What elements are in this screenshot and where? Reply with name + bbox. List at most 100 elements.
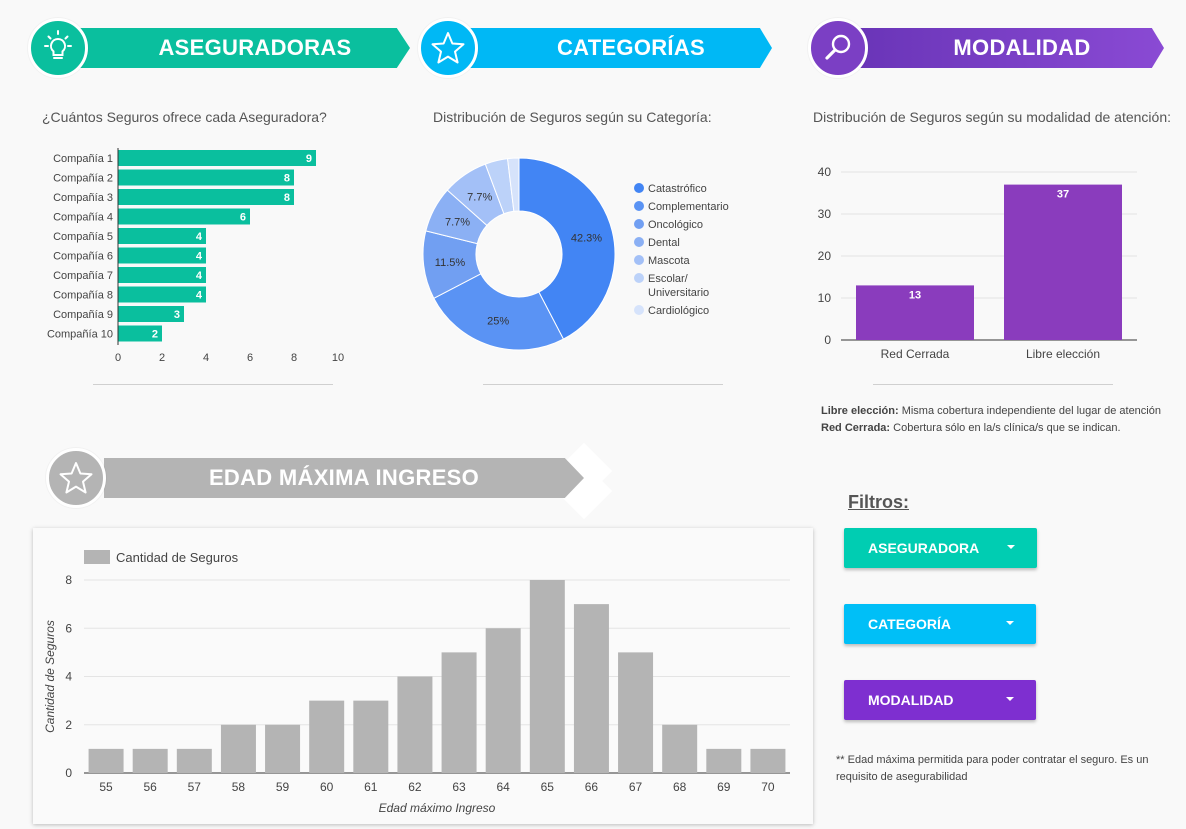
- edad-bar: [662, 724, 698, 773]
- banner-edad: EDAD MÁXIMA INGRESO: [46, 442, 613, 520]
- aseguradoras-x-tick: 10: [332, 352, 344, 364]
- edad-x-tick: 67: [629, 780, 643, 794]
- categoria-legend-label: Cardiológico: [648, 305, 709, 317]
- edad-chart-card: Cantidad de Seguros 0 2 4 6 8 55 56 57 58 59 60 61 62…: [33, 528, 813, 824]
- categoria-value-label: 25%: [487, 315, 509, 327]
- edad-bar: [220, 724, 256, 773]
- edad-x-tick: 59: [276, 780, 290, 794]
- note-cerrada: Red Cerrada: Cobertura sólo en la/s clín…: [821, 420, 1161, 437]
- categoria-legend-label: Catastrófico: [648, 183, 707, 195]
- edad-x-tick: 68: [673, 780, 687, 794]
- aseguradora-value-label: 9: [306, 153, 312, 165]
- modalidad-value-label: 13: [909, 289, 921, 301]
- categoria-legend-label: Complementario: [648, 201, 729, 213]
- aseguradora-bar: [118, 325, 162, 342]
- chevron-down-icon: [1007, 545, 1015, 549]
- categoria-legend-dot: [634, 305, 644, 315]
- aseguradora-value-label: 4: [196, 231, 203, 243]
- filter-categoria-label: CATEGORÍA: [868, 616, 951, 632]
- edad-x-tick: 62: [408, 780, 422, 794]
- edad-x-tick: 56: [144, 780, 158, 794]
- aseguradora-label: Compañía 3: [53, 192, 113, 204]
- edad-y-axis-label: Cantidad de Seguros: [43, 620, 57, 733]
- chevron-down-icon: [1006, 621, 1014, 625]
- aseguradora-bar: [118, 189, 294, 205]
- aseguradora-value-label: 4: [196, 270, 203, 282]
- edad-bar: [309, 700, 345, 773]
- aseguradora-bar: [118, 247, 206, 264]
- note-cerrada-label: Red Cerrada:: [821, 422, 891, 434]
- aseguradoras-x-tick: 8: [291, 352, 297, 364]
- edad-x-tick: 61: [364, 780, 378, 794]
- banner-modalidad-circle: [808, 18, 868, 78]
- categoria-slice: [433, 273, 565, 351]
- categoria-value-label: 7.7%: [467, 192, 492, 204]
- filter-categoria-dropdown[interactable]: CATEGORÍA: [844, 604, 1036, 644]
- categoria-legend-dot: [634, 255, 644, 265]
- aseguradora-value-label: 8: [284, 192, 290, 204]
- edad-bar: [132, 748, 168, 773]
- edad-bar: [353, 700, 389, 773]
- banner-categorias-circle: [418, 18, 478, 78]
- aseguradora-value-label: 4: [196, 251, 203, 263]
- banner-categorias-ribbon: CATEGORÍAS: [470, 28, 772, 68]
- aseguradoras-bar-chart: Compañía 1 9 Compañía 2 8 Compañía 3 8 Compañí…: [47, 148, 344, 364]
- categorias-subtitle: Distribución de Seguros según su Categor…: [433, 109, 712, 125]
- modalidad-x-tick: Red Cerrada: [881, 347, 950, 361]
- categoria-value-label: 42.3%: [571, 232, 602, 244]
- edad-y-tick: 8: [65, 573, 72, 587]
- categoria-legend-label: Oncológico: [648, 219, 703, 231]
- star-icon: [59, 462, 93, 494]
- edad-bar: [88, 748, 124, 773]
- edad-bar: [176, 748, 212, 773]
- edad-x-tick: 69: [717, 780, 731, 794]
- edad-bar: [265, 724, 301, 773]
- aseguradora-label: Compañía 6: [53, 251, 113, 263]
- categoria-legend-dot: [634, 237, 644, 247]
- modalidad-y-tick: 20: [818, 249, 832, 263]
- aseguradoras-x-tick: 4: [203, 352, 209, 364]
- filter-aseguradora-dropdown[interactable]: ASEGURADORA: [844, 528, 1037, 568]
- edad-bar: [441, 652, 477, 773]
- edad-x-axis-label: Edad máximo Ingreso: [379, 801, 496, 815]
- banner-edad-ribbon: EDAD MÁXIMA INGRESO: [104, 458, 584, 498]
- filter-modalidad-dropdown[interactable]: MODALIDAD: [844, 680, 1036, 720]
- edad-bar: [750, 748, 786, 773]
- aseguradoras-x-tick: 0: [115, 352, 121, 364]
- modalidad-x-tick: Libre elección: [1026, 347, 1100, 361]
- modalidad-bar: [1004, 184, 1122, 340]
- aseguradora-label: Compañía 10: [47, 329, 113, 341]
- aseguradora-value-label: 3: [174, 309, 180, 321]
- edad-x-tick: 64: [497, 780, 511, 794]
- aseguradora-label: Compañía 1: [53, 153, 113, 165]
- banner-edad-circle: [46, 448, 106, 508]
- edad-bar: [529, 580, 565, 773]
- categoria-value-label: 11.5%: [435, 257, 466, 269]
- aseguradoras-x-tick: 6: [247, 352, 253, 364]
- edad-y-tick: 2: [65, 718, 72, 732]
- categoria-legend-label: Dental: [648, 237, 680, 249]
- edad-legend-swatch: [84, 550, 110, 564]
- edad-x-tick: 65: [541, 780, 555, 794]
- aseguradoras-subtitle: ¿Cuántos Seguros ofrece cada Aseguradora…: [42, 109, 327, 125]
- categorias-divider: [483, 384, 723, 385]
- categoria-legend-dot: [634, 219, 644, 229]
- edad-y-tick: 6: [65, 621, 72, 635]
- edad-x-tick: 60: [320, 780, 334, 794]
- aseguradora-value-label: 2: [152, 329, 158, 341]
- banner-aseguradoras-ribbon: ASEGURADORAS: [80, 28, 410, 68]
- aseguradora-bar: [118, 208, 250, 225]
- modalidad-value-label: 37: [1057, 189, 1069, 201]
- aseguradora-bar: [118, 169, 294, 186]
- banner-modalidad: MODALIDAD: [808, 18, 1164, 78]
- edad-bar: [485, 628, 521, 773]
- edad-y-tick: 0: [65, 766, 72, 780]
- categoria-value-label: 7.7%: [445, 217, 470, 229]
- edad-x-tick: 58: [232, 780, 246, 794]
- banner-categorias-title: CATEGORÍAS: [556, 35, 706, 60]
- aseguradora-label: Compañía 4: [53, 212, 113, 224]
- edad-x-tick: 70: [761, 780, 775, 794]
- aseguradora-bar: [118, 228, 206, 244]
- search-icon: [825, 34, 851, 60]
- banner-aseguradoras-circle: [28, 18, 88, 78]
